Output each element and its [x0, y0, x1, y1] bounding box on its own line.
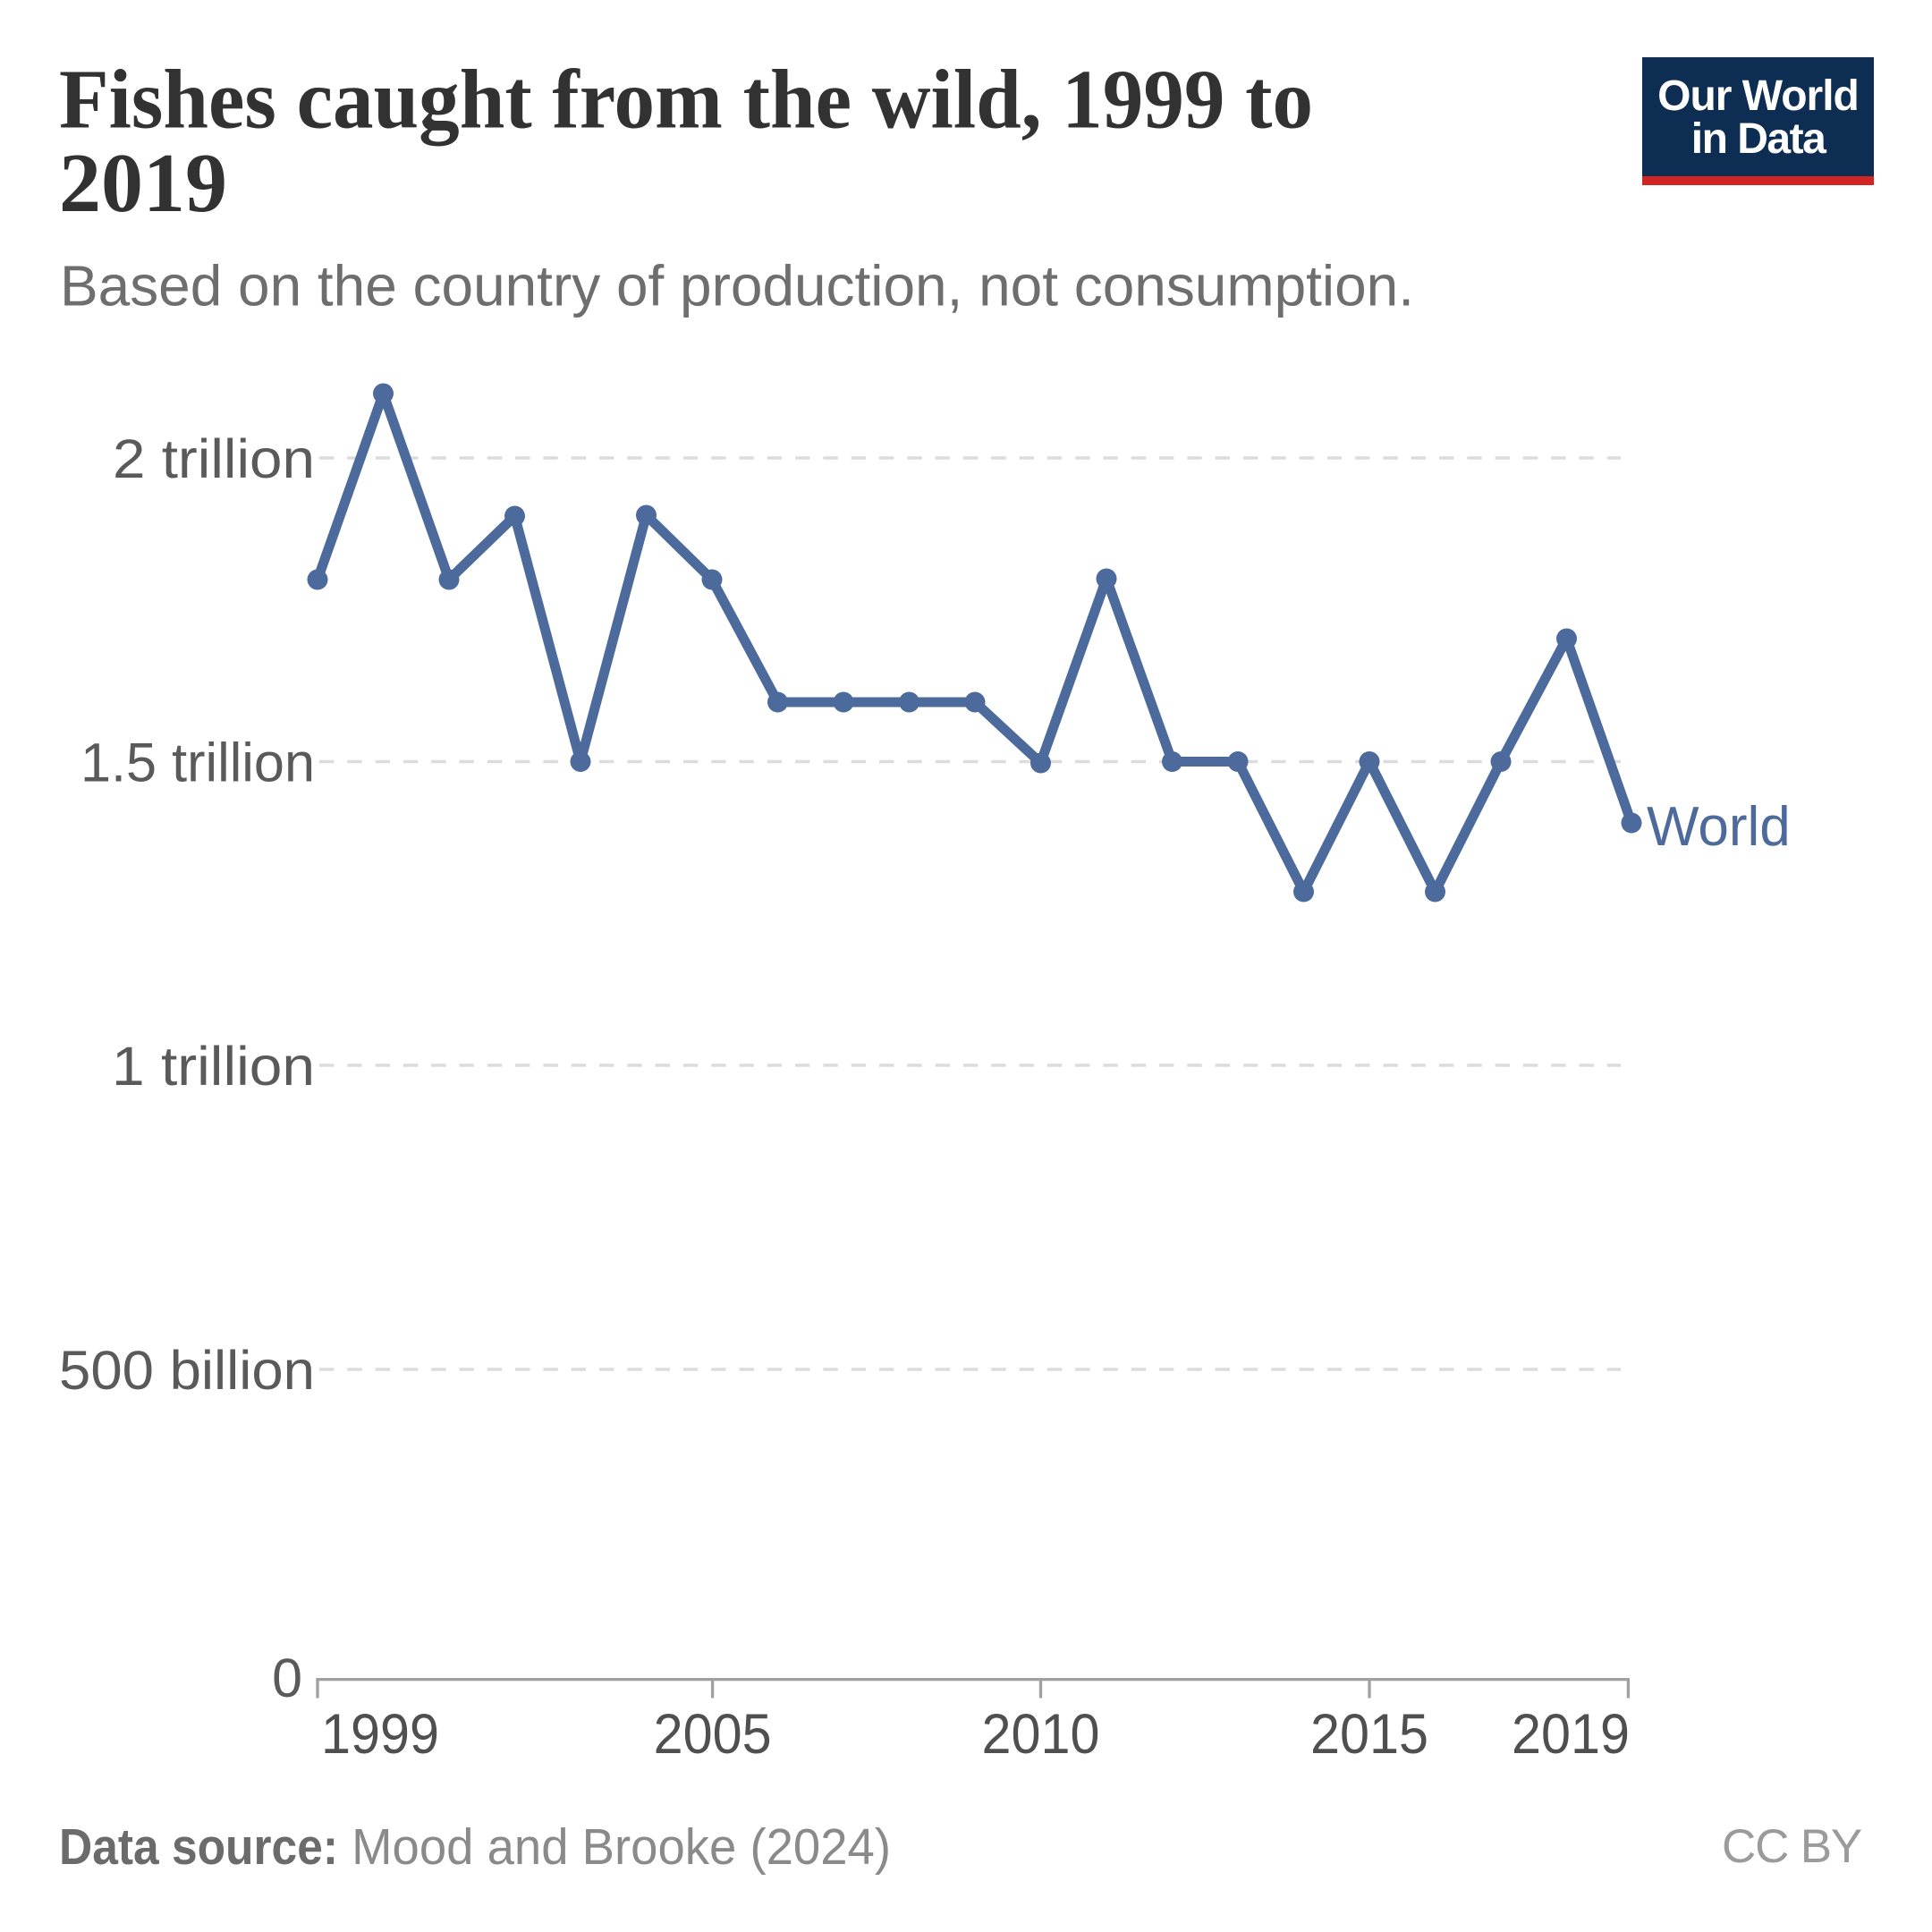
svg-text:CC BY: CC BY	[1722, 1820, 1862, 1873]
svg-text:Our World: Our World	[1657, 72, 1859, 120]
svg-text:Based on the country of produc: Based on the country of production, not …	[60, 253, 1414, 318]
svg-text:2010: 2010	[982, 1703, 1100, 1766]
svg-text:0: 0	[272, 1648, 302, 1708]
svg-text:500 billion: 500 billion	[59, 1340, 315, 1401]
svg-text:2019: 2019	[1512, 1703, 1630, 1766]
svg-text:2019: 2019	[59, 137, 227, 230]
svg-text:in Data: in Data	[1691, 115, 1826, 163]
svg-text:1 trillion: 1 trillion	[112, 1036, 315, 1097]
svg-text:Fishes caught from the wild, 1: Fishes caught from the wild, 1999 to	[59, 53, 1313, 146]
svg-text:2 trillion: 2 trillion	[113, 428, 315, 489]
svg-text:2005: 2005	[654, 1703, 772, 1766]
svg-text:Data source: Mood and Brooke (: Data source: Mood and Brooke (2024)	[59, 1818, 891, 1876]
svg-text:World: World	[1647, 796, 1791, 858]
svg-text:1999: 1999	[321, 1703, 439, 1766]
svg-text:1.5 trillion: 1.5 trillion	[80, 733, 315, 793]
svg-text:2015: 2015	[1310, 1703, 1428, 1766]
